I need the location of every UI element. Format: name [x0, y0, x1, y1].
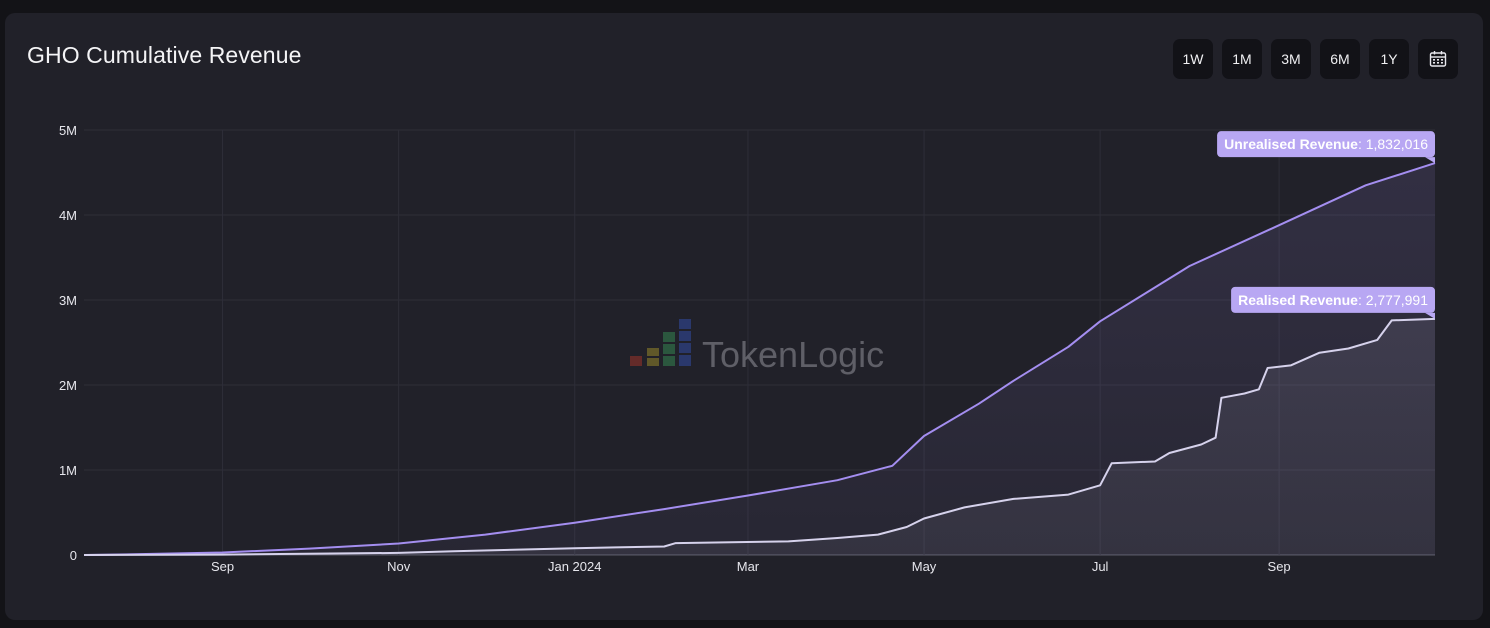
y-tick-label: 5M	[59, 123, 77, 138]
tokenlogic-watermark: TokenLogic	[630, 319, 884, 375]
x-tick-label: Mar	[737, 559, 760, 574]
label-box	[1217, 131, 1435, 158]
label-pointer	[1425, 312, 1435, 319]
axis-labels: 0 1M 2M 3M 4M 5M Sep Nov Jan 2024 Mar May Jul Sep	[59, 123, 1291, 574]
series-layer	[83, 162, 1436, 556]
bar-chart-logo-icon	[630, 319, 691, 366]
series-area-realised	[84, 318, 1435, 555]
x-tick-label: May	[912, 559, 937, 574]
y-tick-label: 4M	[59, 208, 77, 223]
x-tick-label: Sep	[1268, 559, 1291, 574]
series-end-label: Unrealised Revenue: 1,832,016	[1217, 131, 1435, 164]
range-1m-button[interactable]: 1M	[1222, 39, 1262, 79]
x-tick-label: Sep	[211, 559, 234, 574]
chart-title: GHO Cumulative Revenue	[27, 42, 302, 68]
series-end-label: Realised Revenue: 2,777,991	[1231, 286, 1435, 319]
series-line-unrealised	[83, 162, 1436, 556]
series-area-unrealised	[84, 163, 1435, 555]
y-tick-label: 1M	[59, 463, 77, 478]
range-1y-button[interactable]: 1Y	[1369, 39, 1409, 79]
label-pointer	[1425, 157, 1435, 164]
series-line-realised	[83, 317, 1436, 556]
x-tick-label: Jul	[1092, 559, 1109, 574]
range-3m-button[interactable]: 3M	[1271, 39, 1311, 79]
range-6m-button[interactable]: 6M	[1320, 39, 1360, 79]
range-1w-button[interactable]: 1W	[1173, 39, 1213, 79]
series-end-labels: Unrealised Revenue: 1,832,016 Realised Re…	[1217, 131, 1435, 319]
label-box	[1231, 286, 1435, 313]
label-text: Realised Revenue: 2,777,991	[1238, 292, 1428, 308]
time-range-selector: 1W 1M 3M 6M 1Y	[1173, 39, 1458, 79]
x-tick-label: Nov	[387, 559, 411, 574]
calendar-button[interactable]	[1418, 39, 1458, 79]
y-tick-label: 2M	[59, 378, 77, 393]
y-tick-label: 3M	[59, 293, 77, 308]
label-text: Unrealised Revenue: 1,832,016	[1224, 136, 1428, 152]
x-tick-label: Jan 2024	[548, 559, 602, 574]
watermark-text: TokenLogic	[702, 334, 884, 375]
calendar-icon	[1429, 51, 1447, 67]
y-tick-label: 0	[70, 548, 77, 563]
